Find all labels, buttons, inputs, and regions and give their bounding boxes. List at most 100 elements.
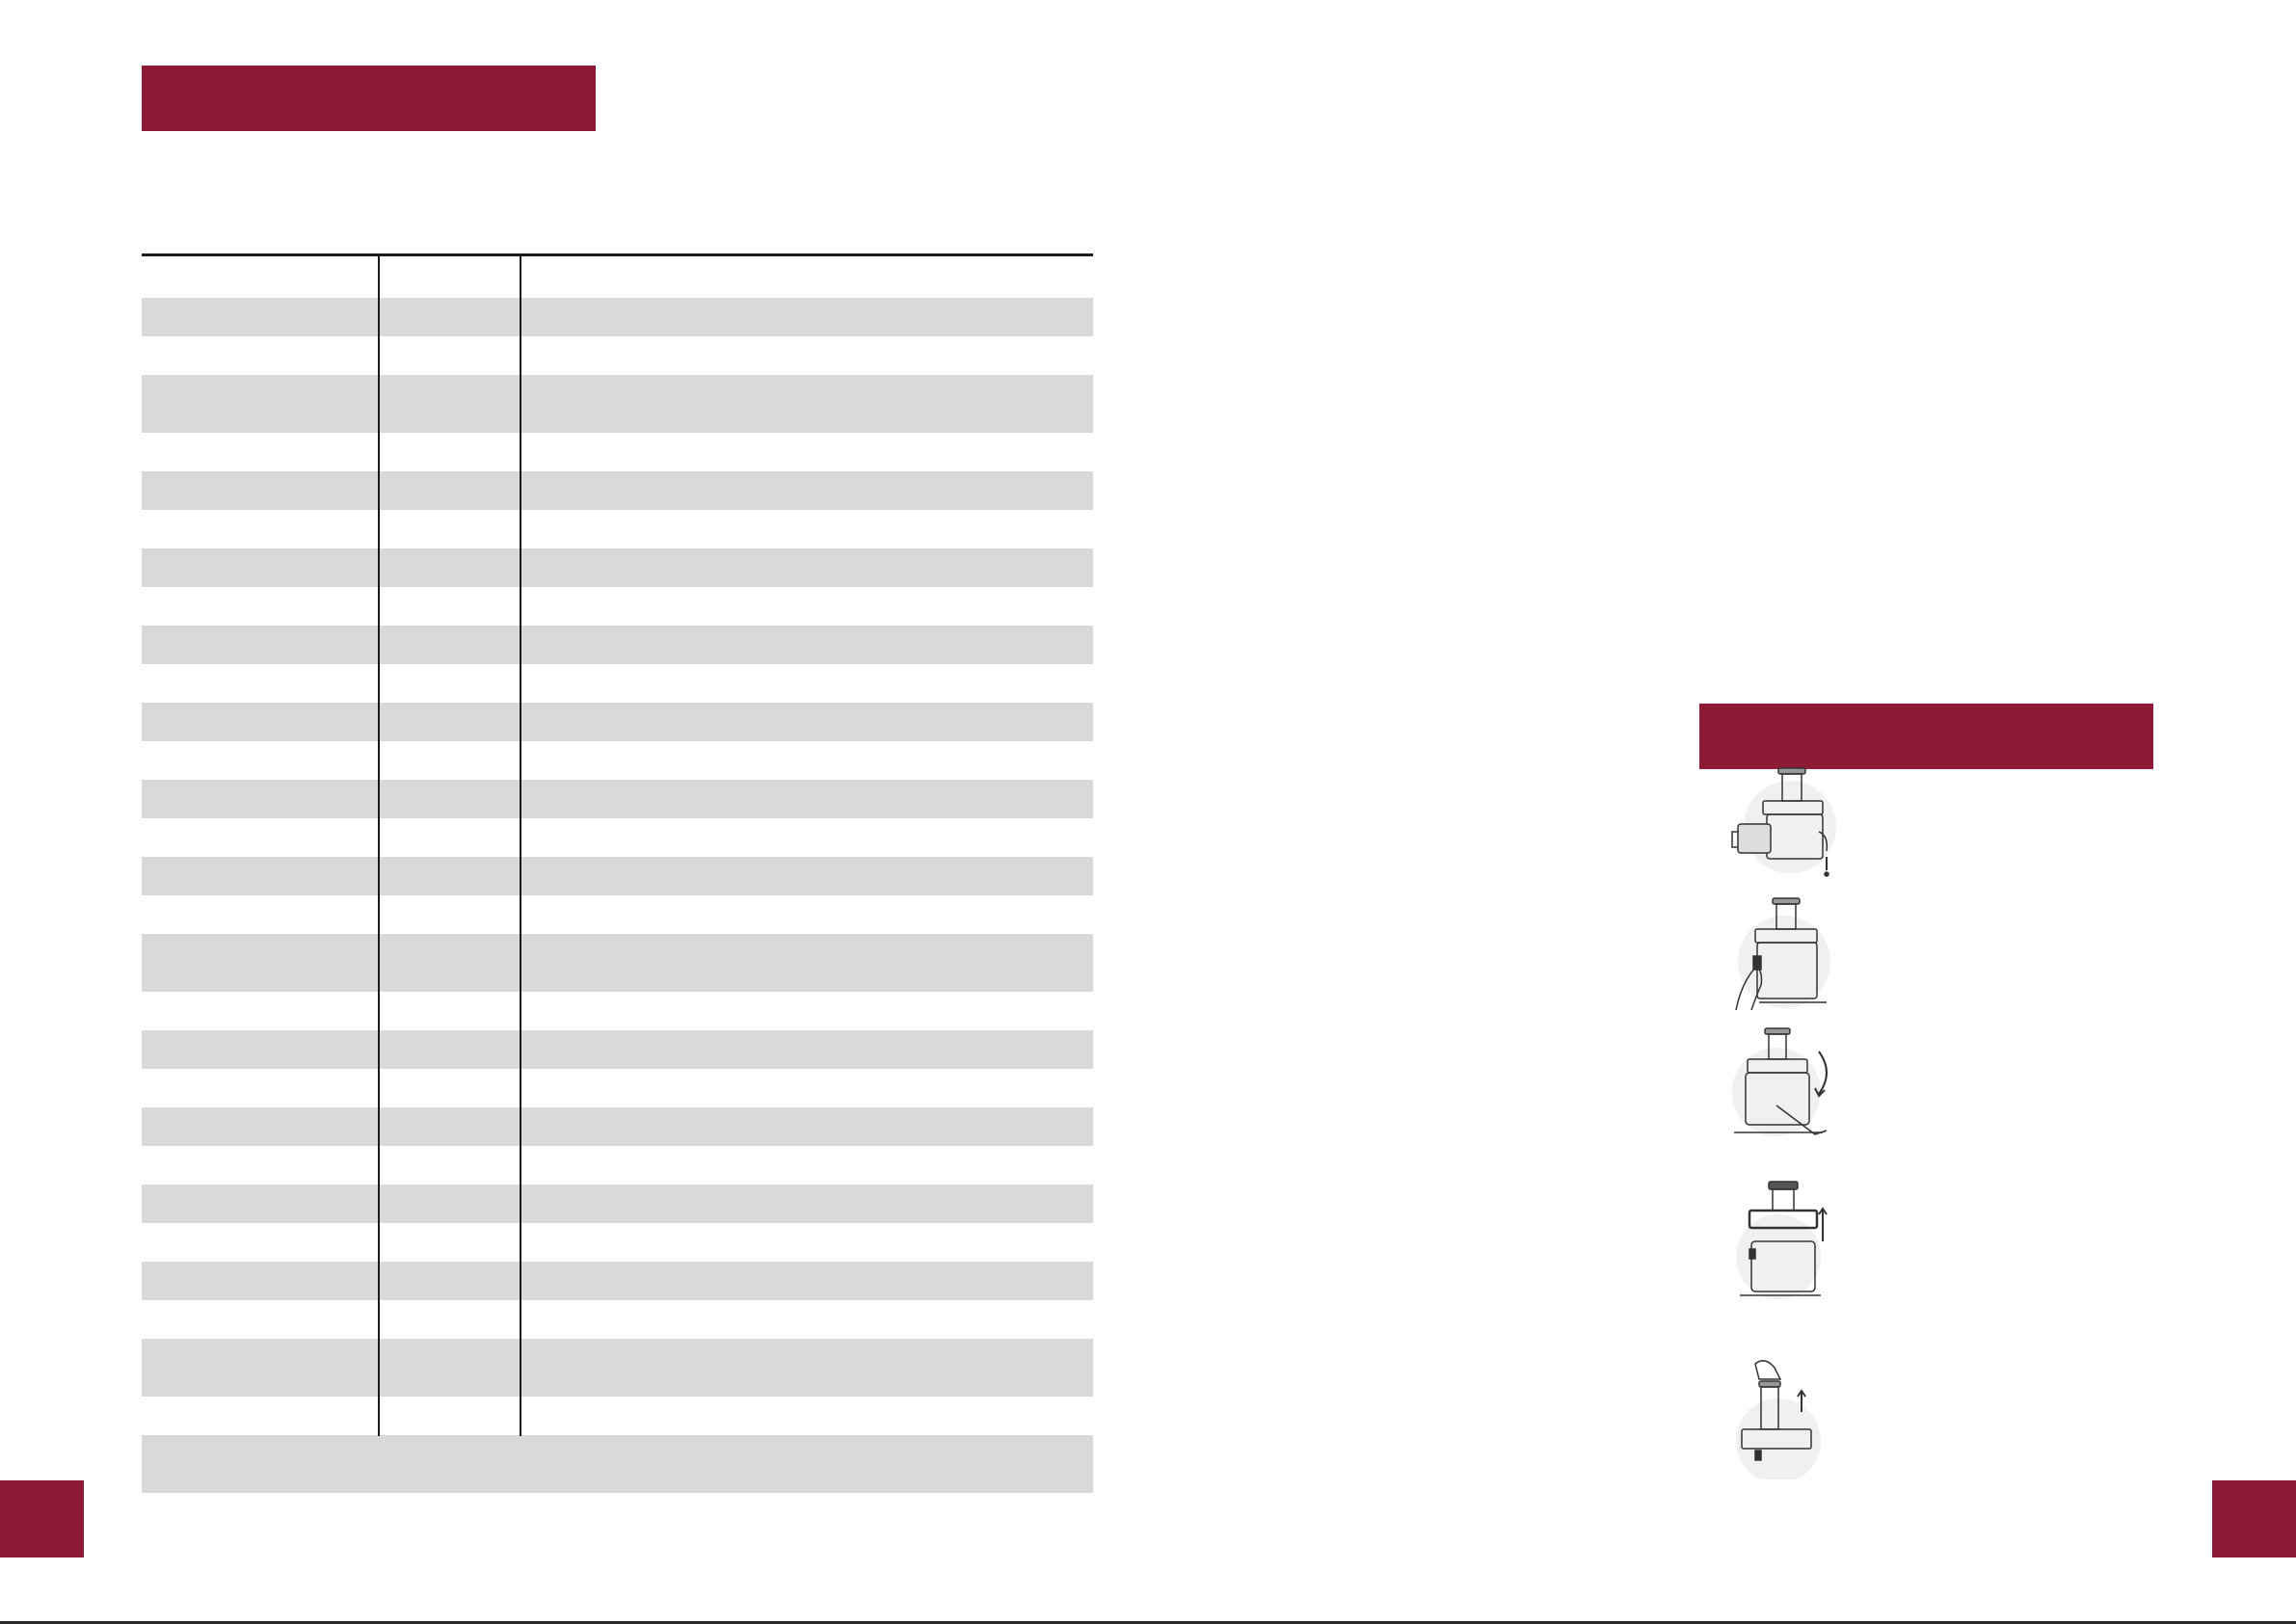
table-cell: [142, 1397, 378, 1435]
section-banner-right: [1699, 704, 2153, 769]
table-cell: [378, 1185, 520, 1223]
table-row: [142, 895, 1093, 934]
table-row: [142, 256, 1093, 298]
table-cell: [520, 471, 1093, 510]
table-cell: [520, 1107, 1093, 1146]
table-cell: [378, 1435, 520, 1493]
table-cell: [520, 256, 1093, 298]
table-cell: [520, 1185, 1093, 1223]
table-top-rule: [142, 253, 1093, 256]
table-cell: [378, 1069, 520, 1107]
section-banner-left: [142, 66, 596, 131]
table-cell: [378, 587, 520, 626]
table-cell: [142, 1435, 378, 1493]
table-row: [142, 1030, 1093, 1069]
table-cell: [142, 934, 378, 992]
table-row: [142, 1300, 1093, 1339]
table-row: [142, 510, 1093, 548]
table-row: [142, 298, 1093, 336]
table-column-divider-2: [520, 253, 521, 1436]
table-column-divider-1: [378, 253, 380, 1436]
table-cell: [378, 818, 520, 857]
table-cell: [520, 1435, 1093, 1493]
table-cell: [378, 336, 520, 375]
table-cell: [142, 1030, 378, 1069]
table-cell: [142, 857, 378, 895]
table-row: [142, 1262, 1093, 1300]
table-row: [142, 1435, 1093, 1493]
juicer-remove-jug-and-unplug-icon: [1730, 764, 1836, 890]
table-row: [142, 336, 1093, 375]
table-row: [142, 1339, 1093, 1397]
table-cell: [520, 1223, 1093, 1262]
table-cell: [142, 992, 378, 1030]
table-cell: [520, 1300, 1093, 1339]
table-row: [142, 1107, 1093, 1146]
table-cell: [378, 780, 520, 818]
table-cell: [520, 1146, 1093, 1185]
table-cell: [520, 703, 1093, 741]
table-row: [142, 1185, 1093, 1223]
table-cell: [378, 548, 520, 587]
table-cell: [378, 298, 520, 336]
table-cell: [142, 818, 378, 857]
table-cell: [520, 1339, 1093, 1397]
table-cell: [142, 256, 378, 298]
table-cell: [378, 1397, 520, 1435]
table-cell: [520, 1069, 1093, 1107]
table-cell: [378, 1146, 520, 1185]
table-cell: [520, 510, 1093, 548]
table-row: [142, 548, 1093, 587]
table-cell: [520, 1030, 1093, 1069]
table-row: [142, 934, 1093, 992]
table-cell: [378, 433, 520, 471]
table-cell: [142, 626, 378, 664]
table-cell: [142, 433, 378, 471]
table-cell: [142, 1262, 378, 1300]
table-cell: [520, 934, 1093, 992]
specifications-table: [142, 253, 1093, 1493]
table-row: [142, 703, 1093, 741]
table-cell: [378, 703, 520, 741]
table-cell: [378, 992, 520, 1030]
table-cell: [142, 1223, 378, 1262]
page-number-tab-right: [2212, 1480, 2296, 1557]
table-cell: [142, 895, 378, 934]
table-cell: [142, 1339, 378, 1397]
table-cell: [520, 548, 1093, 587]
table-cell: [142, 1185, 378, 1223]
table-cell: [142, 298, 378, 336]
table-cell: [378, 895, 520, 934]
table-cell: [520, 336, 1093, 375]
table-cell: [520, 992, 1093, 1030]
table-cell: [520, 375, 1093, 433]
table-row: [142, 1146, 1093, 1185]
table-row: [142, 1397, 1093, 1435]
table-cell: [520, 818, 1093, 857]
table-cell: [142, 1300, 378, 1339]
table-cell: [378, 1223, 520, 1262]
table-cell: [520, 857, 1093, 895]
table-cell: [520, 1262, 1093, 1300]
table-cell: [142, 336, 378, 375]
table-cell: [520, 626, 1093, 664]
juicer-tilt-pulp-container-icon: [1730, 1025, 1836, 1150]
table-cell: [520, 433, 1093, 471]
table-cell: [378, 934, 520, 992]
table-row: [142, 471, 1093, 510]
table-cell: [142, 587, 378, 626]
table-row: [142, 741, 1093, 780]
table-cell: [378, 664, 520, 703]
table-cell: [378, 375, 520, 433]
table-cell: [520, 895, 1093, 934]
table-cell: [142, 510, 378, 548]
table-cell: [520, 664, 1093, 703]
table-cell: [378, 1030, 520, 1069]
table-row: [142, 857, 1093, 895]
table-cell: [142, 664, 378, 703]
table-cell: [378, 1339, 520, 1397]
table-row: [142, 664, 1093, 703]
page-bottom-rule: [0, 1621, 2296, 1624]
table-cell: [378, 471, 520, 510]
table-row: [142, 1223, 1093, 1262]
